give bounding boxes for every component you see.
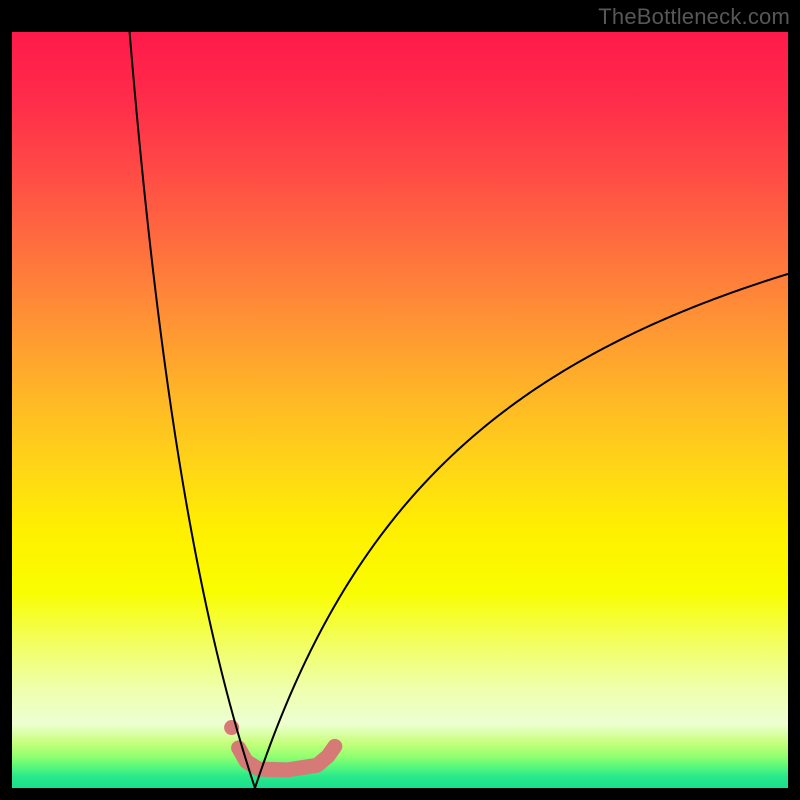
bottleneck-chart-svg: [0, 0, 800, 800]
chart-container: TheBottleneck.com: [0, 0, 800, 800]
plot-background: [12, 32, 788, 788]
